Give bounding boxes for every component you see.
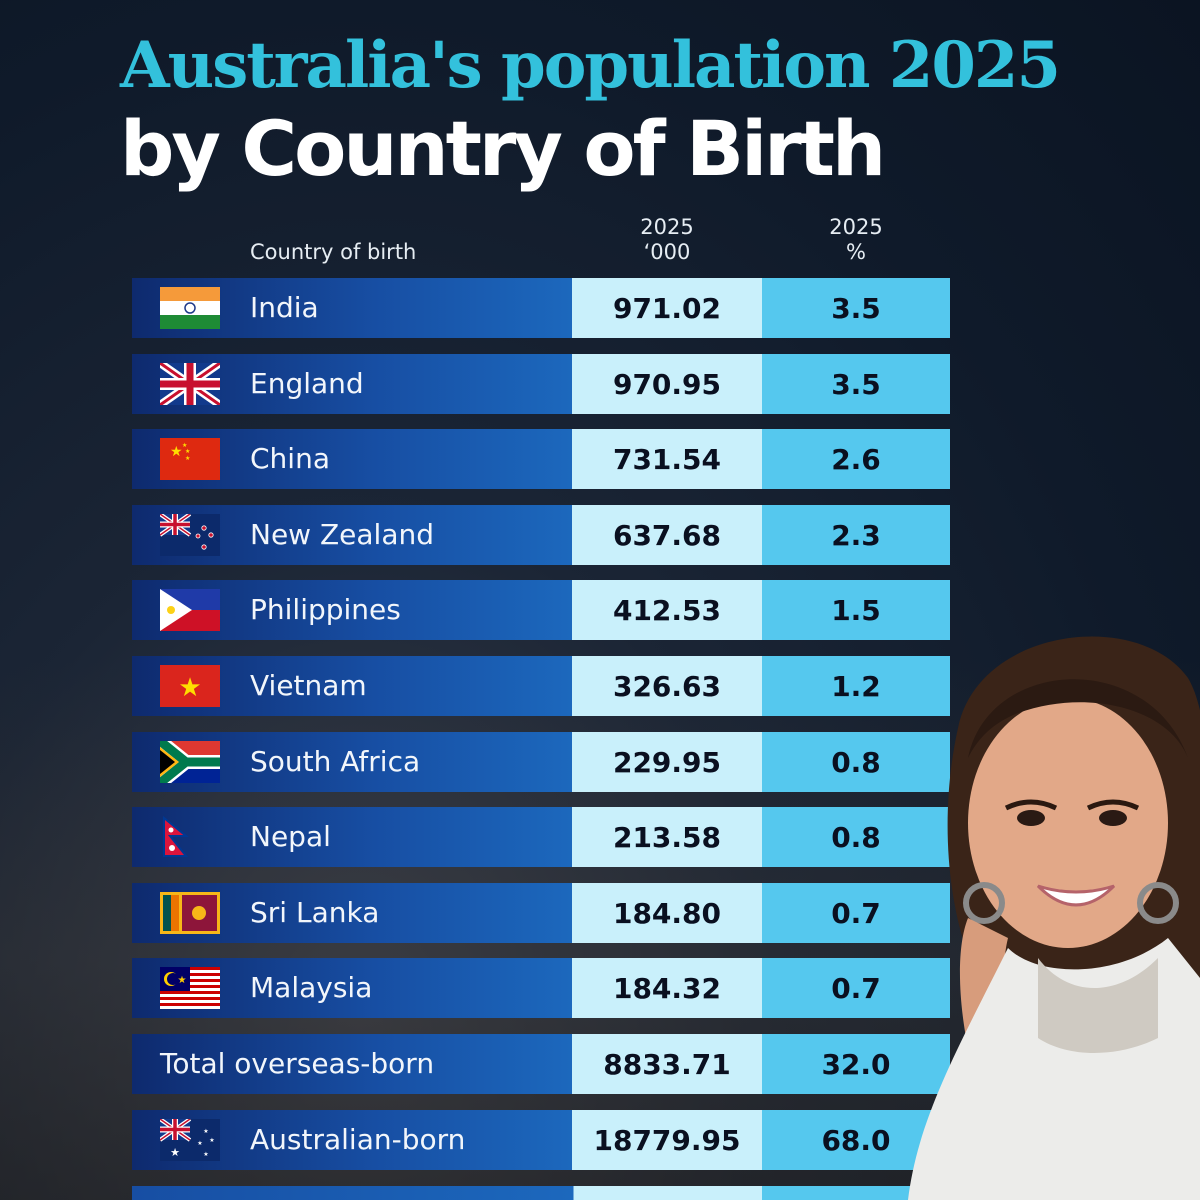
table-row: ★ ★ ★ ★ China 731.54 2.6 <box>132 429 950 489</box>
table-row: ★ ★ ★ ★ ★ Australian-born 18779.95 68.0 <box>132 1110 950 1170</box>
header-value-unit: ‘000 <box>643 240 691 264</box>
header-value-year: 2025 <box>640 215 694 239</box>
population-value: 731.54 <box>572 429 762 489</box>
svg-text:★: ★ <box>203 1128 208 1135</box>
population-value: 18779.95 <box>572 1110 762 1170</box>
country-name: India <box>250 291 319 324</box>
china-flag-icon: ★ ★ ★ ★ <box>160 438 220 480</box>
australia-flag-icon: ★ ★ ★ ★ ★ <box>158 1117 220 1161</box>
country-name: England <box>250 367 364 400</box>
header-pct: 2025 % <box>762 215 950 265</box>
population-percent: 3.5 <box>762 354 950 414</box>
country-name: Philippines <box>250 593 401 626</box>
table-row: India 971.02 3.5 <box>132 278 950 338</box>
svg-text:★: ★ <box>185 448 190 455</box>
country-cell: India <box>132 278 572 338</box>
vietnam-flag-icon: ★ <box>160 665 220 707</box>
population-value: 229.95 <box>572 732 762 792</box>
country-cell: Nepal <box>132 807 572 867</box>
population-percent: 32.0 <box>762 1034 950 1094</box>
new-zealand-flag-icon <box>158 512 220 556</box>
population-value: 184.80 <box>572 883 762 943</box>
population-value: 637.68 <box>572 505 762 565</box>
country-name: Vietnam <box>250 669 367 702</box>
svg-text:★: ★ <box>209 1137 214 1144</box>
svg-text:★: ★ <box>170 444 183 460</box>
next-row-partial <box>132 1186 950 1200</box>
table-row: South Africa 229.95 0.8 <box>132 732 950 792</box>
country-cell: Sri Lanka <box>132 883 572 943</box>
country-cell: ★ Vietnam <box>132 656 572 716</box>
uk-flag-icon <box>157 359 223 409</box>
svg-text:★: ★ <box>203 1151 208 1158</box>
south-africa-flag-icon <box>155 735 220 789</box>
sri-lanka-flag-icon <box>160 892 220 934</box>
country-cell: ★ Malaysia <box>132 958 572 1018</box>
population-value: 970.95 <box>572 354 762 414</box>
population-value: 8833.71 <box>572 1034 762 1094</box>
population-percent: 0.7 <box>762 883 950 943</box>
country-name: South Africa <box>250 745 421 778</box>
population-value: 971.02 <box>572 278 762 338</box>
philippines-flag-icon <box>160 589 220 631</box>
population-percent: 3.5 <box>762 278 950 338</box>
country-name: New Zealand <box>250 518 434 551</box>
population-percent: 0.7 <box>762 958 950 1018</box>
country-cell: ★ ★ ★ ★ China <box>132 429 572 489</box>
country-cell: England <box>132 354 572 414</box>
population-percent: 0.8 <box>762 807 950 867</box>
nepal-flag-icon <box>160 815 220 858</box>
svg-text:★: ★ <box>185 455 190 462</box>
table-row: Sri Lanka 184.80 0.7 <box>132 883 950 943</box>
country-cell: South Africa <box>132 732 572 792</box>
table-row: ★ Vietnam 326.63 1.2 <box>132 656 950 716</box>
country-cell: New Zealand <box>132 505 572 565</box>
country-name: Sri Lanka <box>250 896 380 929</box>
country-name: Total overseas-born <box>160 1047 435 1080</box>
population-percent: 0.8 <box>762 732 950 792</box>
population-percent: 1.2 <box>762 656 950 716</box>
header-pct-year: 2025 <box>829 215 883 239</box>
population-value: 184.32 <box>572 958 762 1018</box>
table-row: Nepal 213.58 0.8 <box>132 807 950 867</box>
population-percent: 2.3 <box>762 505 950 565</box>
country-name: Malaysia <box>250 971 373 1004</box>
svg-text:★: ★ <box>178 673 201 703</box>
svg-text:★: ★ <box>197 1140 202 1147</box>
india-flag-icon <box>160 287 220 329</box>
country-name: Nepal <box>250 820 331 853</box>
country-cell: ★ ★ ★ ★ ★ Australian-born <box>132 1110 572 1170</box>
table-row: ★ Malaysia 184.32 0.7 <box>132 958 950 1018</box>
population-value: 412.53 <box>572 580 762 640</box>
country-cell: Philippines <box>132 580 572 640</box>
header-pct-unit: % <box>846 240 866 264</box>
malaysia-flag-icon: ★ <box>160 967 220 1009</box>
country-name: Australian-born <box>250 1123 466 1156</box>
population-percent: 2.6 <box>762 429 950 489</box>
header-country: Country of birth <box>250 240 417 264</box>
page-subtitle: by Country of Birth <box>120 104 886 193</box>
table-row: Total overseas-born 8833.71 32.0 <box>132 1034 950 1094</box>
svg-text:★: ★ <box>182 442 187 449</box>
header-value: 2025 ‘000 <box>572 215 762 265</box>
population-value: 213.58 <box>572 807 762 867</box>
table-row: Philippines 412.53 1.5 <box>132 580 950 640</box>
country-name: China <box>250 442 330 475</box>
svg-text:★: ★ <box>178 975 187 986</box>
country-cell: Total overseas-born <box>132 1034 572 1094</box>
page-title: Australia's population 2025 <box>120 28 1061 103</box>
population-value: 326.63 <box>572 656 762 716</box>
population-percent: 1.5 <box>762 580 950 640</box>
svg-text:★: ★ <box>170 1146 180 1159</box>
table-row: England 970.95 3.5 <box>132 354 950 414</box>
table-row: New Zealand 637.68 2.3 <box>132 505 950 565</box>
presenter-photo <box>908 636 1200 1200</box>
